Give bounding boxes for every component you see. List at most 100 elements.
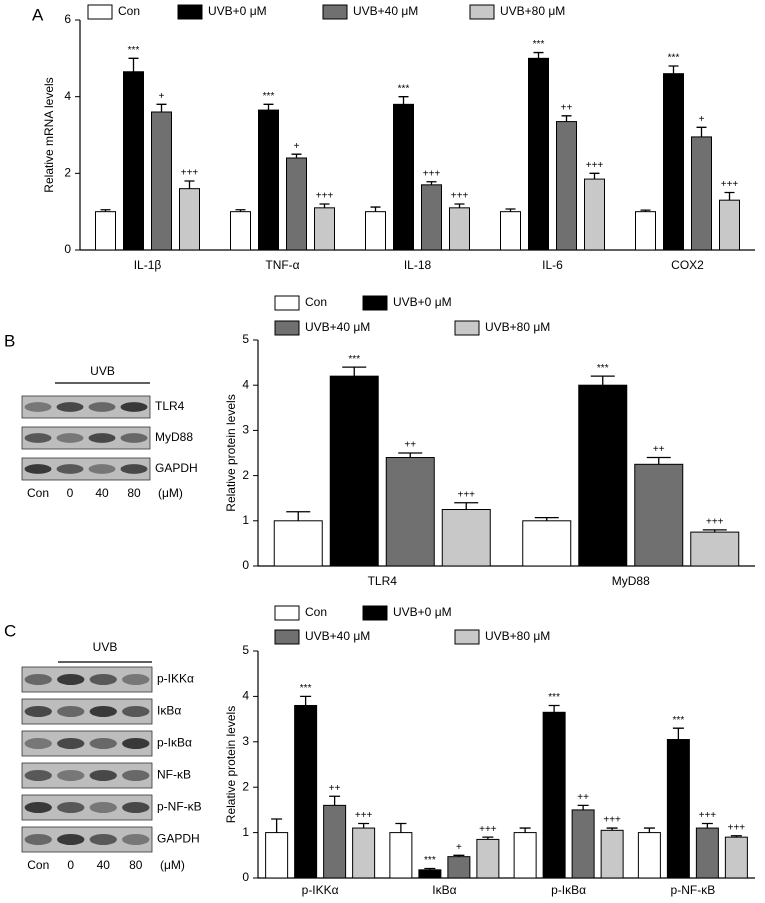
bar bbox=[441, 509, 491, 567]
blot-lane-label: 0 bbox=[67, 858, 74, 872]
y-axis-label: Relative protein levels bbox=[224, 706, 238, 823]
panel-label: C bbox=[4, 621, 16, 640]
blot-band bbox=[88, 433, 116, 443]
significance-mark: *** bbox=[668, 53, 680, 64]
legend-swatch bbox=[274, 605, 300, 621]
blot-band bbox=[24, 433, 52, 443]
x-tick-label: IL-1β bbox=[134, 258, 162, 272]
error-bar bbox=[184, 180, 195, 189]
legend-label: Con bbox=[118, 4, 140, 18]
y-tick-label: 0 bbox=[242, 870, 249, 884]
x-tick-label: p-NF-κB bbox=[671, 883, 716, 897]
error-bar bbox=[286, 511, 311, 521]
y-tick-label: 5 bbox=[242, 643, 249, 657]
error-bar bbox=[271, 818, 283, 833]
significance-mark: *** bbox=[673, 715, 685, 726]
error-bar bbox=[577, 804, 589, 810]
blot-band bbox=[122, 706, 150, 717]
blot-band bbox=[57, 674, 85, 685]
significance-mark: +++ bbox=[603, 815, 621, 826]
bar bbox=[637, 832, 661, 879]
bar bbox=[230, 211, 251, 251]
blot-band bbox=[89, 802, 117, 813]
error-bar bbox=[128, 57, 139, 72]
blot-row-label: p-NF-κB bbox=[157, 800, 202, 814]
significance-mark: ++ bbox=[329, 783, 341, 794]
blot-band bbox=[89, 738, 117, 749]
legend-swatch bbox=[177, 4, 203, 20]
bar bbox=[584, 178, 605, 251]
error-bar bbox=[398, 452, 423, 458]
error-bar bbox=[548, 704, 560, 713]
error-bar bbox=[702, 529, 727, 533]
bar bbox=[476, 838, 500, 879]
significance-mark: +++ bbox=[181, 168, 199, 179]
significance-mark: + bbox=[294, 141, 300, 152]
x-tick-label: p-IκBα bbox=[551, 883, 586, 897]
blot-row-label: p-IKKα bbox=[157, 672, 194, 686]
x-tick-label: IκBα bbox=[432, 883, 456, 897]
error-bar bbox=[724, 191, 735, 201]
blot-row-label: GAPDH bbox=[157, 832, 200, 846]
significance-mark: *** bbox=[533, 39, 545, 50]
blot-band bbox=[88, 464, 116, 474]
bar bbox=[179, 188, 200, 251]
bar bbox=[500, 211, 521, 251]
significance-mark: +++ bbox=[355, 810, 373, 821]
significance-mark: *** bbox=[597, 363, 609, 374]
error-bar bbox=[454, 502, 479, 510]
bar bbox=[447, 856, 471, 879]
significance-mark: ++ bbox=[561, 102, 573, 113]
blot-row-label: TLR4 bbox=[155, 399, 185, 413]
significance-mark: +++ bbox=[586, 160, 604, 171]
blot-header: UVB bbox=[93, 640, 118, 654]
y-tick-label: 2 bbox=[242, 779, 249, 793]
legend-swatch bbox=[362, 605, 388, 621]
bar bbox=[600, 829, 624, 879]
x-tick-label: p-IKKα bbox=[302, 883, 339, 897]
error-bar bbox=[424, 867, 436, 870]
significance-mark: *** bbox=[128, 45, 140, 56]
blot-band bbox=[56, 433, 84, 443]
bar bbox=[95, 211, 116, 251]
error-bar bbox=[398, 96, 409, 105]
blot-band bbox=[120, 402, 148, 412]
error-bar bbox=[342, 366, 367, 377]
significance-mark: *** bbox=[398, 83, 410, 94]
blot-band bbox=[24, 738, 52, 749]
significance-mark: + bbox=[699, 114, 705, 125]
error-bar bbox=[300, 695, 312, 706]
error-bar bbox=[668, 65, 679, 74]
x-tick-label: TLR4 bbox=[368, 574, 398, 588]
legend-label: UVB+0 μM bbox=[393, 605, 452, 619]
blot-band bbox=[88, 402, 116, 412]
error-bar bbox=[426, 181, 437, 185]
y-tick-label: 2 bbox=[242, 468, 249, 482]
y-tick-label: 5 bbox=[242, 332, 249, 346]
y-axis-label: Relative protein levels bbox=[224, 394, 238, 511]
bar bbox=[365, 211, 386, 251]
blot-band bbox=[120, 464, 148, 474]
blot-band bbox=[56, 402, 84, 412]
error-bar bbox=[646, 456, 671, 465]
blot-lane-label: 80 bbox=[129, 858, 143, 872]
blot-lane-label: 40 bbox=[95, 486, 109, 500]
bar bbox=[294, 704, 318, 879]
blot-band bbox=[24, 464, 52, 474]
legend-swatch bbox=[454, 320, 480, 336]
blot-band bbox=[24, 802, 52, 813]
significance-mark: +++ bbox=[721, 179, 739, 190]
bar bbox=[690, 531, 740, 567]
bar bbox=[323, 804, 347, 879]
significance-mark: +++ bbox=[423, 168, 441, 179]
y-tick-label: 4 bbox=[242, 689, 249, 703]
error-bar bbox=[533, 51, 544, 59]
bar bbox=[528, 57, 549, 251]
blot-band bbox=[24, 770, 52, 781]
y-tick-label: 4 bbox=[64, 89, 71, 103]
error-bar bbox=[358, 822, 370, 829]
error-bar bbox=[643, 827, 655, 833]
bar bbox=[314, 207, 335, 251]
blot-unit: (μM) bbox=[160, 858, 185, 872]
